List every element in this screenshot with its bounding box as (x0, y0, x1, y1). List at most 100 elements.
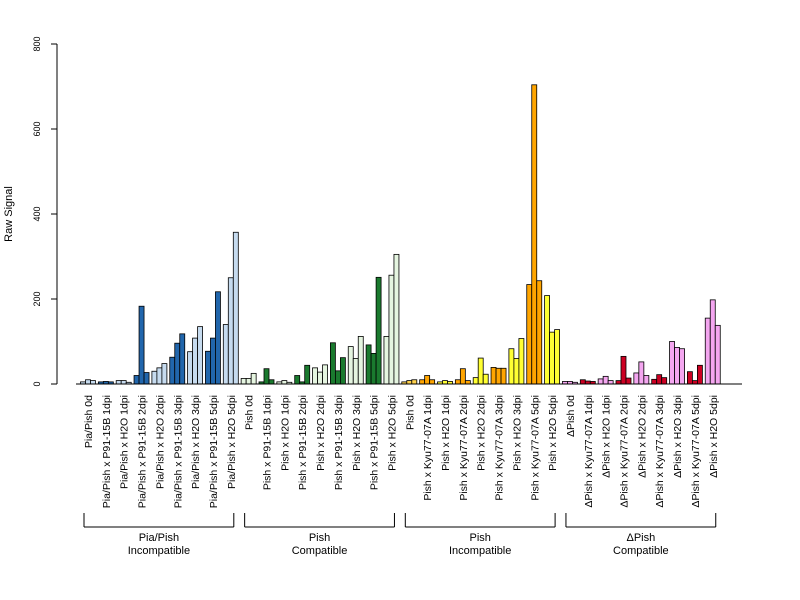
x-tick-label: Pish 0d (404, 395, 416, 430)
y-axis-label: Raw Signal (3, 186, 15, 242)
bar (518, 338, 525, 385)
bar (240, 378, 247, 385)
x-tick-label: Pia/Pish x H2O 1dpi (119, 395, 131, 489)
bar (536, 280, 543, 385)
bar (227, 277, 234, 385)
bar (85, 379, 91, 385)
bar (620, 355, 627, 385)
x-tick-label: Pia/Pish x H2O 3dpi (190, 395, 202, 489)
group-label-name: Pish (469, 532, 490, 544)
x-tick-label: Pish x Kyu77-07A 3dpi (494, 395, 506, 501)
bar (477, 357, 484, 385)
bar (679, 348, 685, 385)
bar (411, 379, 418, 385)
bar (169, 356, 176, 385)
x-tick-label: ΔPish 0d (565, 395, 577, 437)
x-tick-labels: Pia/Pish 0d Pia/Pish x P91-15B 1dpi Pia/Pi… (83, 395, 720, 508)
bar (643, 375, 650, 385)
bar (669, 341, 675, 385)
bar (133, 375, 140, 385)
bar (370, 352, 377, 385)
bar (375, 276, 382, 385)
bar (513, 358, 520, 385)
x-tick-label: Pia/Pish x H2O 2dpi (154, 395, 166, 489)
bar (454, 379, 461, 385)
x-tick-label: Pish x H2O 3dpi (351, 395, 363, 471)
bar (268, 379, 275, 385)
bar (312, 367, 318, 385)
bar (138, 305, 145, 385)
bar (339, 357, 346, 385)
x-tick-label: Pish x H2O 2dpi (315, 395, 327, 471)
x-tick-label: Pish x Kyu77-07A 1dpi (422, 395, 434, 501)
bar (602, 375, 609, 385)
x-tick-label: Pish x P91-15B 5dpi (369, 395, 381, 490)
group-label-type: Incompatible (128, 545, 190, 557)
bar (554, 329, 560, 385)
group-brackets: Pia/PishIncompatiblePishCompatiblePishIn… (83, 513, 717, 557)
bar (429, 379, 436, 385)
bar (490, 367, 497, 385)
x-tick-label: Pish x H2O 2dpi (476, 395, 488, 471)
bar (192, 337, 199, 385)
x-tick-label: Pish 0d (244, 395, 256, 430)
bar (232, 231, 239, 385)
bars (80, 84, 721, 385)
group-label-type: Incompatible (449, 545, 511, 557)
bar (674, 347, 680, 385)
x-tick-label: ΔPish x Kyu77-07A 1dpi (583, 395, 595, 508)
bar (508, 348, 515, 385)
bar (151, 370, 158, 385)
bar (472, 377, 479, 385)
bar (393, 253, 400, 385)
bar (120, 380, 127, 385)
bar (526, 284, 533, 385)
bar (607, 380, 614, 385)
bar (143, 372, 150, 385)
bar (263, 368, 270, 385)
bar (317, 371, 323, 385)
bar (424, 375, 431, 385)
bar (174, 342, 181, 385)
bar (365, 344, 372, 385)
bar (210, 337, 216, 385)
bar (294, 375, 301, 385)
x-tick-label: Pish x H2O 1dpi (440, 395, 452, 471)
bar (245, 378, 252, 385)
x-tick-label: Pish x H2O 1dpi (279, 395, 291, 471)
bar (459, 368, 466, 385)
x-tick-label: Pish x Kyu77-07A 2dpi (458, 395, 470, 501)
bar (464, 380, 471, 385)
x-tick-label: Pish x Kyu77-07A 5dpi (529, 395, 541, 501)
bar (383, 335, 390, 385)
x-tick-label: Pia/Pish x P91-15B 5dpi (208, 395, 220, 508)
bar (179, 333, 186, 385)
bar (495, 367, 502, 385)
bar (250, 372, 257, 385)
x-tick-label: ΔPish x Kyu77-07A 2dpi (619, 395, 631, 508)
bar (651, 378, 658, 385)
bar (709, 299, 716, 385)
bar (579, 379, 586, 385)
bar (500, 367, 507, 385)
y-axis: 0 200 400 600 800 (32, 36, 58, 387)
bar (205, 350, 211, 385)
y-tick-label: 0 (32, 381, 42, 386)
y-tick-label: 400 (32, 206, 42, 221)
bar (615, 380, 622, 385)
bar (697, 364, 703, 385)
x-tick-label: ΔPish x H2O 1dpi (601, 395, 613, 478)
x-tick-label: Pia/Pish x P91-15B 1dpi (101, 395, 113, 508)
bar (704, 317, 711, 385)
bar (442, 380, 448, 385)
bar (661, 377, 668, 385)
bar (656, 374, 663, 385)
bar (222, 324, 229, 385)
y-tick-label: 200 (32, 291, 42, 306)
bar (347, 346, 354, 385)
x-tick-label: Pish x H2O 3dpi (511, 395, 523, 471)
bar (90, 380, 96, 385)
bar (197, 326, 204, 385)
bar (115, 380, 122, 385)
